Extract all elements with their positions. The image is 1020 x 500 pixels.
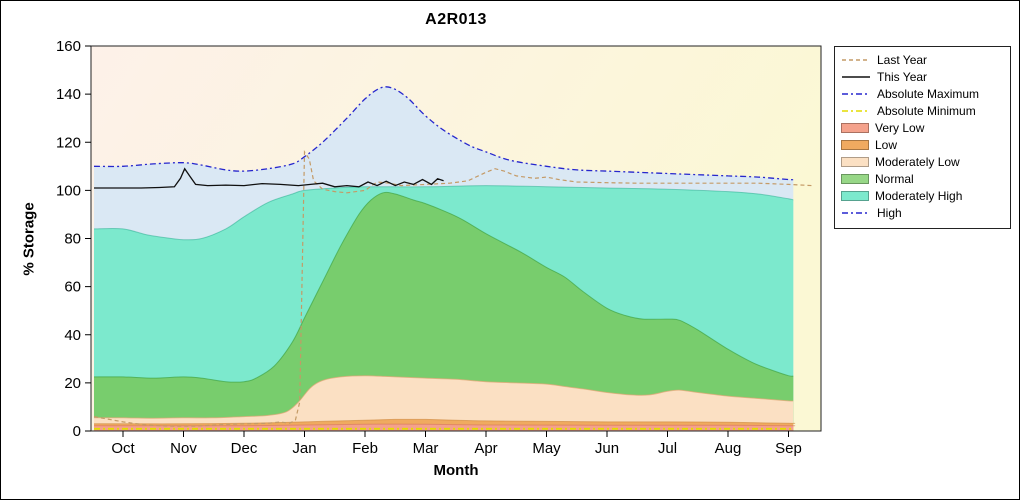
x-tick-label-apr: Apr	[474, 440, 497, 457]
x-tick-label-sep: Sep	[775, 440, 802, 457]
legend-label: This Year	[877, 70, 928, 84]
legend-item-last-year: Last Year	[841, 53, 1004, 67]
y-tick-label-160: 160	[56, 38, 81, 55]
series-lines	[93, 86, 813, 430]
line-this-year	[94, 167, 444, 189]
legend-swatch-last-year	[842, 59, 870, 61]
x-tick-label-feb: Feb	[352, 440, 378, 457]
x-tick-label-jul: Jul	[658, 440, 677, 457]
legend-label: Moderately High	[875, 189, 963, 203]
legend-swatch-this-year	[842, 76, 870, 78]
legend-swatch-absolute-minimum	[842, 110, 870, 112]
page-title: A2R013	[425, 11, 487, 28]
y-tick-label-60: 60	[64, 279, 81, 296]
x-tick-label-mar: Mar	[413, 440, 439, 457]
band-moderately-low	[94, 375, 794, 431]
legend-swatch-normal	[841, 174, 869, 184]
legend-label: Last Year	[877, 53, 928, 67]
legend-label: Moderately Low	[875, 155, 960, 169]
y-tick-label-0: 0	[73, 423, 81, 440]
x-tick-label-jan: Jan	[292, 440, 316, 457]
legend-label: Low	[875, 138, 898, 152]
legend-swatch-moderately-high	[841, 191, 869, 201]
legend-label: Normal	[875, 172, 914, 186]
legend: Last Year This Year Absolute Maximum Absolu…	[834, 46, 1011, 229]
band-normal	[94, 192, 794, 431]
legend-label: High	[877, 206, 902, 220]
legend-item-this-year: This Year	[841, 70, 1004, 84]
y-tick-label-20: 20	[64, 375, 81, 392]
legend-item-normal: Normal	[841, 172, 1004, 186]
y-tick-label-100: 100	[56, 182, 81, 199]
legend-swatch-absolute-maximum	[842, 93, 870, 95]
legend-item-low: Low	[841, 138, 1004, 152]
x-tick-label-jun: Jun	[595, 440, 619, 457]
x-axis-label: Month	[433, 462, 479, 479]
legend-swatch-low	[841, 140, 869, 150]
legend-item-absolute-maximum: Absolute Maximum	[841, 87, 1004, 101]
y-tick-label-120: 120	[56, 134, 81, 151]
line-last-year	[93, 149, 813, 427]
legend-item-high: High	[841, 206, 1004, 220]
band-edge-normal	[93, 191, 794, 383]
legend-item-moderately-high: Moderately High	[841, 189, 1004, 203]
x-tick-label-aug: Aug	[715, 440, 742, 457]
legend-label: Very Low	[875, 121, 925, 135]
x-tick-label-dec: Dec	[231, 440, 258, 457]
x-tick-label-oct: Oct	[111, 440, 135, 457]
y-tick-label-80: 80	[64, 231, 81, 248]
band-edge-moderately-low	[93, 375, 794, 419]
band-edge-low	[94, 418, 796, 425]
legend-item-very-low: Very Low	[841, 121, 1004, 135]
y-tick-label-40: 40	[64, 327, 81, 344]
x-tick-label-may: May	[532, 440, 561, 457]
axes: 0 20 40 60 80 100 120 140 160 Oct Nov Dec Jan Feb Mar A…	[56, 38, 802, 457]
legend-swatch-high	[842, 212, 870, 214]
legend-label: Absolute Minimum	[877, 104, 976, 118]
legend-item-absolute-minimum: Absolute Minimum	[841, 104, 1004, 118]
legend-label: Absolute Maximum	[877, 87, 980, 101]
legend-swatch-very-low	[841, 123, 869, 133]
legend-swatch-moderately-low	[841, 157, 869, 167]
legend-item-moderately-low: Moderately Low	[841, 155, 1004, 169]
band-areas	[93, 86, 796, 431]
line-absolute-maximum	[93, 86, 794, 181]
y-tick-label-140: 140	[56, 86, 81, 103]
band-edge-moderately-high	[93, 185, 794, 241]
x-tick-label-nov: Nov	[170, 440, 197, 457]
